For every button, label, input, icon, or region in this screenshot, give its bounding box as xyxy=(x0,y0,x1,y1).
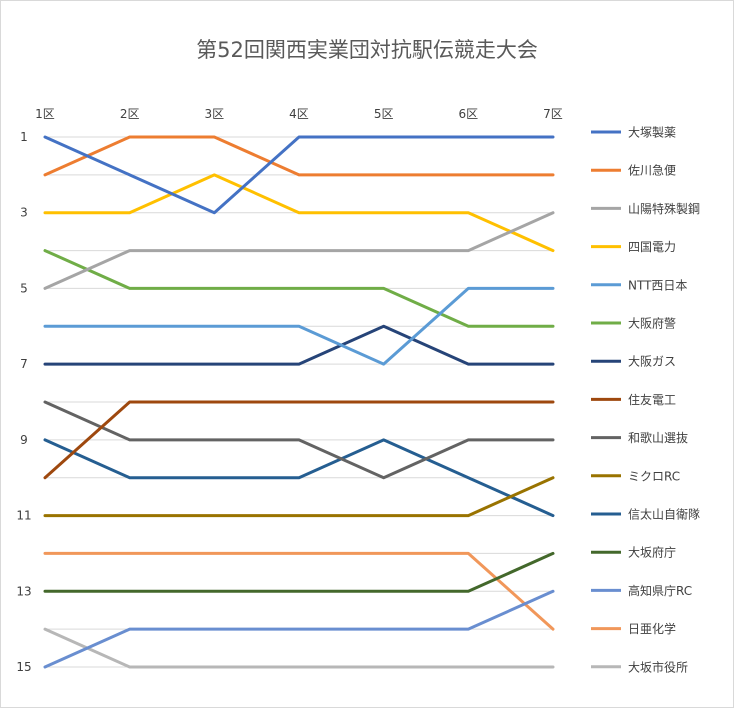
legend-label: 大坂市役所 xyxy=(628,659,688,674)
legend-label: 佐川急便 xyxy=(628,163,676,178)
legend-label: 大坂府庁 xyxy=(628,545,676,560)
x-axis-ticks: 1区 2区 3区 4区 5区 6区 7区 xyxy=(35,107,563,121)
y-tick-label: 7 xyxy=(20,357,28,371)
series-line xyxy=(43,551,555,593)
series-line xyxy=(43,135,555,215)
legend-label: 大阪府警 xyxy=(628,316,676,331)
series-line xyxy=(43,135,555,177)
legend-label: 和歌山選抜 xyxy=(628,430,688,445)
series-line xyxy=(43,551,555,631)
series-line xyxy=(43,589,555,669)
legend-label: 四国電力 xyxy=(628,240,676,254)
y-tick-label: 1 xyxy=(20,130,28,144)
series-line xyxy=(43,400,555,480)
y-tick-label: 5 xyxy=(20,281,28,295)
x-tick-label: 4区 xyxy=(289,107,309,121)
series-lines xyxy=(43,135,555,669)
series-line xyxy=(43,476,555,518)
y-tick-label: 3 xyxy=(20,206,28,220)
x-tick-label: 5区 xyxy=(374,107,394,121)
legend-label: 日亜化学 xyxy=(628,621,676,636)
legend-label: NTT西日本 xyxy=(628,278,687,292)
legend-label: 高知県庁RC xyxy=(628,583,692,598)
x-tick-label: 3区 xyxy=(205,107,225,121)
y-tick-label: 15 xyxy=(16,660,31,674)
series-line xyxy=(43,286,555,366)
y-tick-label: 11 xyxy=(16,509,31,523)
x-tick-label: 7区 xyxy=(543,107,563,121)
series-line xyxy=(43,324,555,366)
chart-title: 第52回関西実業団対抗駅伝競走大会 xyxy=(196,38,538,62)
legend-label: 信太山自衛隊 xyxy=(628,507,700,522)
series-line xyxy=(43,249,555,328)
x-tick-label: 6区 xyxy=(459,107,479,121)
series-line xyxy=(43,400,555,480)
x-tick-label: 2区 xyxy=(120,107,140,121)
legend-label: ミクロRC xyxy=(628,469,680,483)
x-tick-label: 1区 xyxy=(35,107,55,121)
series-line xyxy=(43,627,555,669)
series-line xyxy=(43,438,555,518)
legend-label: 大阪ガス xyxy=(628,355,676,369)
series-line xyxy=(43,173,555,253)
series-line xyxy=(43,211,555,290)
y-tick-label: 9 xyxy=(20,433,28,447)
legend-label: 山陽特殊製鋼 xyxy=(628,201,700,216)
y-tick-label: 13 xyxy=(16,584,31,598)
legend-label: 大塚製薬 xyxy=(628,126,676,140)
legend-label: 住友電工 xyxy=(628,393,676,407)
